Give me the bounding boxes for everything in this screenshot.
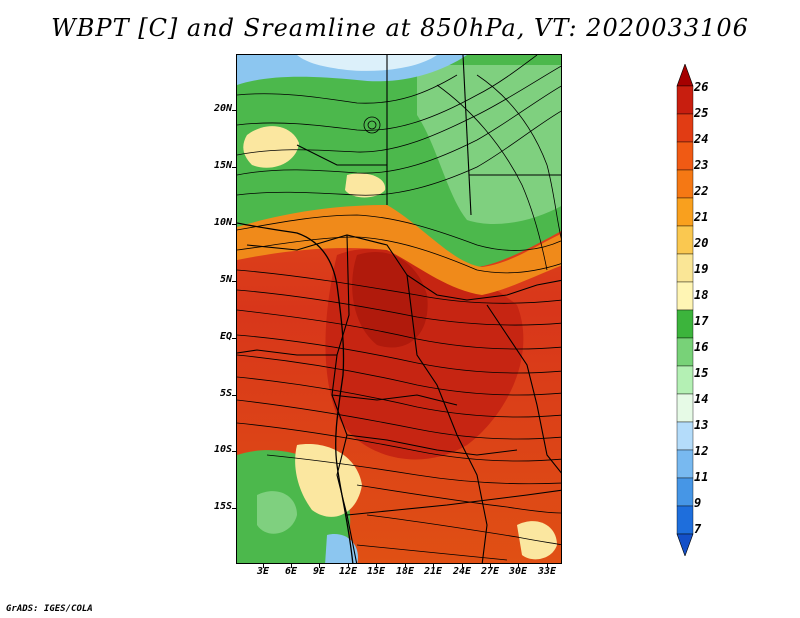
lat-tick <box>232 281 236 282</box>
map-title: WBPT [C] and Sreamline at 850hPa, VT: 20… <box>51 14 749 42</box>
colorbar-label-20: 20 <box>694 236 709 250</box>
lon-tick <box>376 564 377 568</box>
colorbar-label-26: 26 <box>694 80 709 94</box>
colorbar-band <box>676 393 694 423</box>
lat-tick <box>232 167 236 168</box>
colorbar-bottom-arrow <box>676 533 694 556</box>
lon-tick <box>462 564 463 568</box>
lon-label-15e: 15E <box>366 566 386 577</box>
colorbar-label-13: 13 <box>694 418 709 432</box>
colorbar-label-14: 14 <box>694 392 709 406</box>
colorbar-label-23: 23 <box>694 158 709 172</box>
lat-tick <box>232 338 236 339</box>
colorbar-band <box>676 281 694 311</box>
lat-tick <box>232 508 236 509</box>
lon-label-33e: 33E <box>537 566 557 577</box>
colorbar-band <box>676 253 694 283</box>
lat-tick <box>232 224 236 225</box>
colorbar-label-16: 16 <box>694 340 709 354</box>
lon-tick <box>518 564 519 568</box>
pale-blue-zone <box>297 55 437 71</box>
colorbar-label-12: 12 <box>694 444 709 458</box>
lat-label-eq: EQ <box>219 331 232 342</box>
west-coastline <box>237 222 354 563</box>
colorbar-label-9: 9 <box>694 496 702 510</box>
lon-label-3e: 3E <box>256 566 270 577</box>
lon-tick <box>433 564 434 568</box>
lon-label-12e: 12E <box>338 566 358 577</box>
yellow-patch <box>243 126 299 168</box>
lon-label-21e: 21E <box>423 566 443 577</box>
lon-tick <box>405 564 406 568</box>
lon-label-6e: 6E <box>284 566 298 577</box>
colorbar-band <box>676 169 694 199</box>
yellow-patch <box>345 173 386 198</box>
lon-tick <box>263 564 264 568</box>
colorbar-band <box>676 225 694 255</box>
colorbar-bands <box>676 64 694 556</box>
colorbar-label-7: 7 <box>694 522 702 536</box>
colorbar-band <box>676 113 694 143</box>
lon-label-18e: 18E <box>395 566 415 577</box>
southwest-lightgreen <box>257 491 297 534</box>
colorbar-band <box>676 505 694 535</box>
colorbar <box>676 64 694 556</box>
streamlines <box>237 55 561 561</box>
lat-label-15s: 15S <box>213 501 232 512</box>
lon-label-30e: 30E <box>508 566 528 577</box>
lon-tick <box>291 564 292 568</box>
lon-label-9e: 9E <box>312 566 326 577</box>
transition-band <box>237 205 561 295</box>
colorbar-label-24: 24 <box>694 132 709 146</box>
country-borders <box>237 55 561 563</box>
lat-tick <box>232 395 236 396</box>
grads-credit: GrADS: IGES/COLA <box>6 604 93 614</box>
lat-tick <box>232 110 236 111</box>
lon-label-24e: 24E <box>452 566 472 577</box>
lon-tick <box>547 564 548 568</box>
colorbar-band <box>676 337 694 367</box>
lon-label-27e: 27E <box>480 566 500 577</box>
lat-label-10s: 10S <box>213 444 232 455</box>
colorbar-band <box>676 197 694 227</box>
colorbar-label-18: 18 <box>694 288 709 302</box>
lat-label-5n: 5N <box>219 274 232 285</box>
colorbar-label-21: 21 <box>694 210 709 224</box>
lat-label-5s: 5S <box>219 388 232 399</box>
lon-tick <box>348 564 349 568</box>
southwest-yellow <box>295 444 362 517</box>
colorbar-band <box>676 449 694 479</box>
colorbar-band <box>676 421 694 451</box>
colorbar-band <box>676 365 694 395</box>
lat-label-15n: 15N <box>213 160 232 171</box>
colorbar-band <box>676 477 694 507</box>
lat-label-10n: 10N <box>213 217 232 228</box>
light-green-area <box>417 65 561 225</box>
colorbar-label-15: 15 <box>694 366 709 380</box>
colorbar-band <box>676 85 694 115</box>
wbpt-field <box>237 55 561 563</box>
colorbar-label-19: 19 <box>694 262 709 276</box>
southeast-yellow <box>517 521 557 560</box>
colorbar-label-25: 25 <box>694 106 709 120</box>
colorbar-label-17: 17 <box>694 314 709 328</box>
lat-label-20n: 20N <box>213 103 232 114</box>
lon-tick <box>319 564 320 568</box>
colorbar-label-11: 11 <box>694 470 709 484</box>
colorbar-band <box>676 309 694 339</box>
colorbar-label-22: 22 <box>694 184 709 198</box>
colorbar-band <box>676 141 694 171</box>
lat-tick <box>232 451 236 452</box>
map-panel <box>236 54 562 564</box>
colorbar-top-arrow <box>676 64 694 87</box>
lon-tick <box>490 564 491 568</box>
